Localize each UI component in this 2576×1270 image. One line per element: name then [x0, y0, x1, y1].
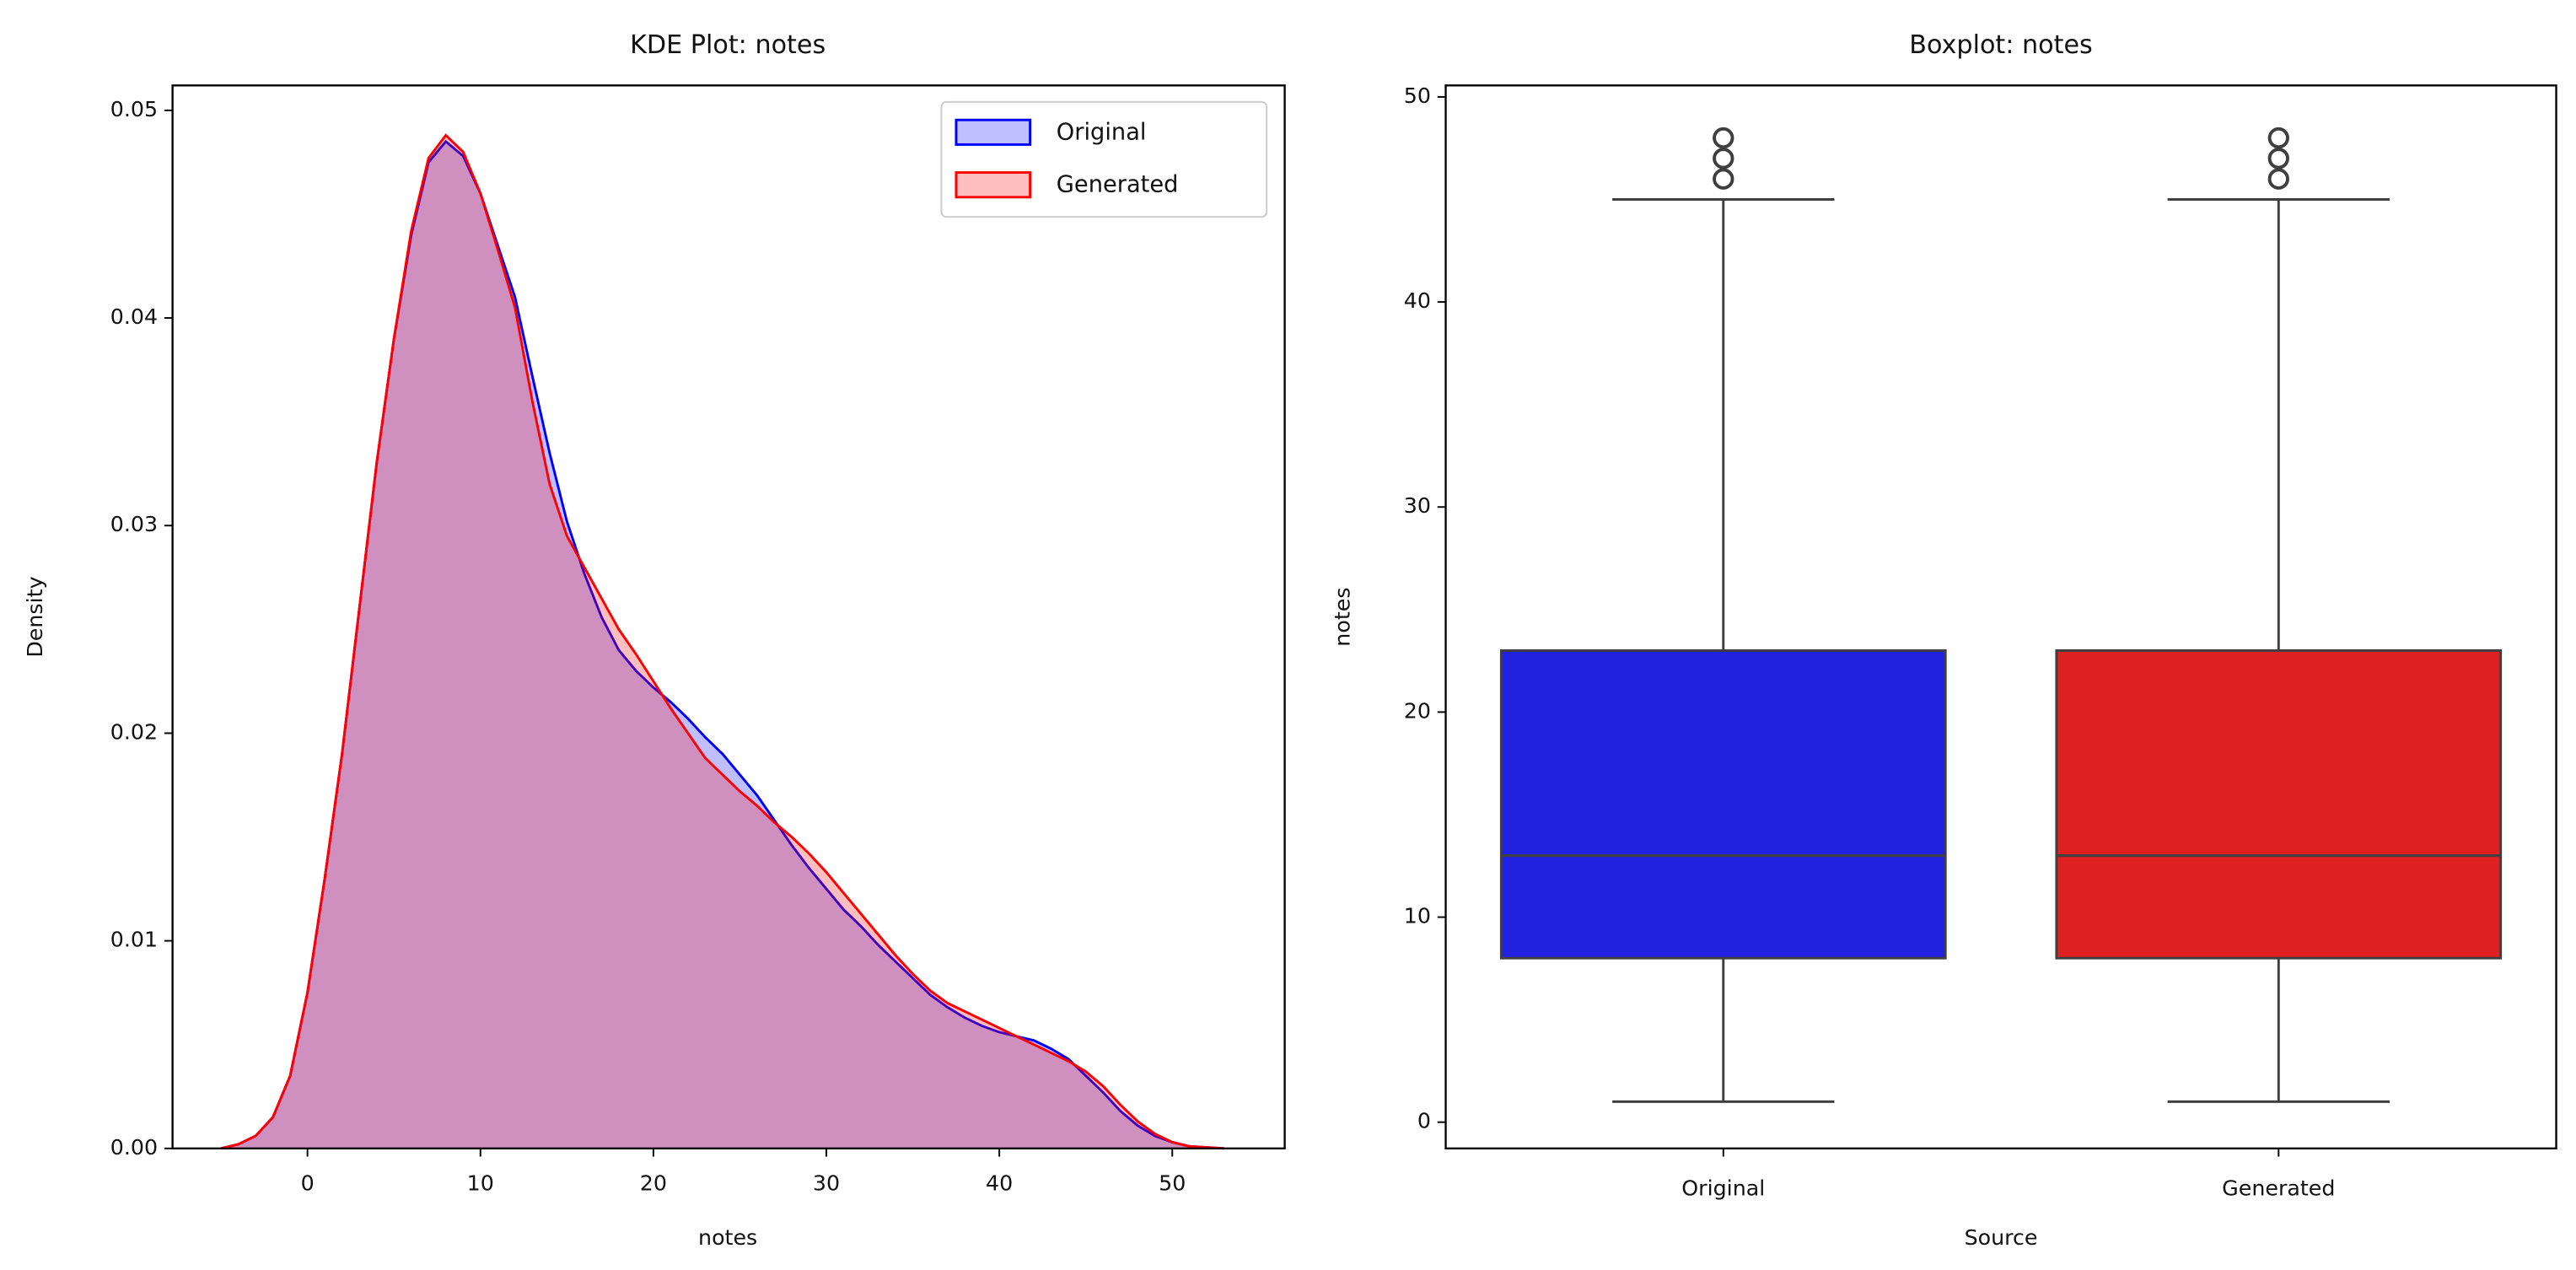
area-fill: [221, 135, 1224, 1149]
axes-frame: [171, 84, 1286, 1149]
y-tick-label: 50: [1404, 83, 1431, 108]
y-tick-label: 0.03: [110, 511, 158, 536]
x-axis-label: notes: [698, 1224, 757, 1250]
x-tick-label: 0: [301, 1170, 315, 1196]
y-tick-label: 0.05: [110, 96, 158, 121]
x-tick-label: 40: [986, 1170, 1013, 1196]
y-tick-label: 40: [1404, 288, 1431, 313]
chart-title: Boxplot: notes: [1909, 30, 2092, 60]
legend-swatch: [955, 118, 1032, 146]
y-tick-label: 10: [1404, 903, 1431, 928]
x-axis-label: Source: [1965, 1224, 2038, 1250]
y-tick-label: 0.01: [110, 927, 158, 952]
density-line: [220, 133, 1224, 1150]
x-tick-label: 10: [467, 1170, 494, 1196]
x-tick-label: 50: [1159, 1170, 1186, 1196]
y-tick-label: 20: [1404, 697, 1431, 723]
x-tick-label: Original: [1681, 1176, 1765, 1201]
flier: [2267, 126, 2289, 149]
flier: [1713, 168, 1734, 190]
y-tick-label: 30: [1404, 492, 1431, 518]
box: [1499, 648, 1947, 960]
legend-swatch: [955, 171, 1032, 199]
box-group: [1499, 126, 1947, 1103]
flier: [1713, 148, 1734, 170]
y-tick-label: 0.00: [110, 1134, 158, 1160]
flier: [2267, 148, 2289, 170]
legend: Original Generated: [940, 100, 1268, 218]
legend-frame: [940, 100, 1268, 218]
plot-area: [220, 133, 1224, 1150]
x-tick-label: 20: [640, 1170, 667, 1196]
x-tick-label: 30: [813, 1170, 840, 1196]
chart-title: KDE Plot: notes: [630, 30, 826, 60]
y-tick-label: 0.02: [110, 718, 158, 744]
y-tick-label: 0.04: [110, 304, 158, 329]
y-tick-label: 0: [1417, 1108, 1431, 1133]
flier: [2267, 168, 2289, 190]
y-axis-label: notes: [1330, 587, 1355, 646]
x-tick-label: Generated: [2222, 1176, 2335, 1201]
area-fill: [221, 141, 1224, 1149]
box: [2055, 648, 2503, 960]
flier: [1713, 126, 1734, 149]
axes-frame: [1444, 84, 2557, 1149]
legend-label: Original: [1057, 119, 1147, 145]
legend-label: Generated: [1057, 172, 1179, 198]
y-axis-label: Density: [22, 576, 47, 657]
box-group: [2055, 126, 2503, 1103]
